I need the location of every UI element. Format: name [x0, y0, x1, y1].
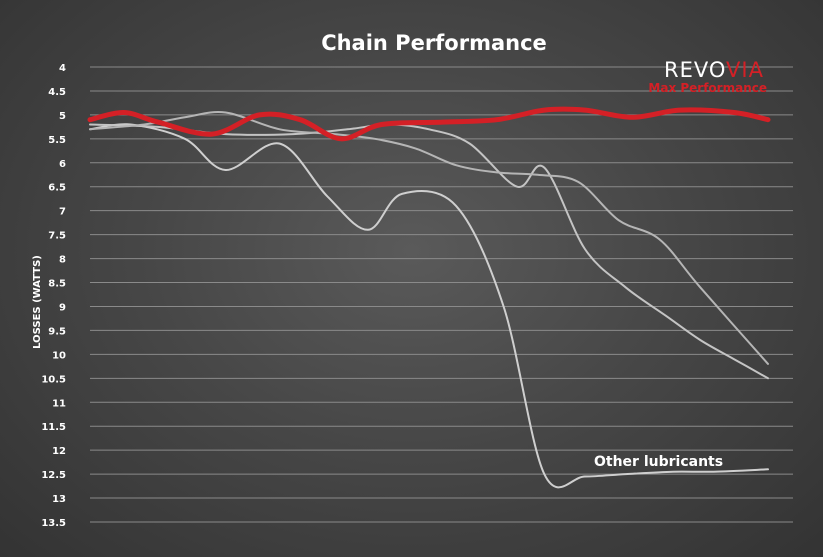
y-tick-label: 10.5 [41, 374, 66, 385]
brand-tagline: Max Performance [648, 81, 767, 95]
y-tick-label: 5 [59, 111, 66, 122]
y-tick-label: 4.5 [48, 87, 66, 98]
y-tick-label: 8 [59, 255, 66, 266]
y-tick-label: 12 [52, 446, 66, 457]
svg-text:REVOVIA: REVOVIA [664, 58, 764, 82]
y-tick-label: 12.5 [41, 470, 66, 481]
y-tick-label: 6 [59, 159, 66, 170]
series-line-other-3 [89, 111, 769, 365]
y-tick-label: 5.5 [48, 135, 66, 146]
y-tick-label: 13 [52, 494, 66, 505]
annotation-other-lubricants: Other lubricants [594, 454, 723, 470]
y-tick-label: 11.5 [41, 422, 66, 433]
brand-name-part2: VIA [726, 58, 764, 82]
grid-lines [90, 66, 793, 523]
y-axis-label: LOSSES (WATTS) [32, 255, 43, 349]
y-tick-label: 11 [52, 398, 66, 409]
y-tick-label: 7.5 [48, 231, 66, 242]
y-tick-label: 4 [59, 63, 66, 74]
y-tick-label: 6.5 [48, 183, 66, 194]
series-line-other-1 [89, 123, 769, 489]
y-tick-label: 9.5 [48, 326, 66, 337]
chart-title: Chain Performance [321, 31, 547, 55]
series-line-other-2 [89, 123, 769, 380]
y-tick-labels: 4 4.5 5 5.5 6 6.5 7 7.5 8 8.5 9 9.5 10 10.5 11 11.5 12 12… [41, 63, 66, 529]
y-tick-label: 13.5 [41, 518, 66, 529]
brand-name-part1: REVO [664, 58, 726, 82]
y-tick-label: 8.5 [48, 279, 66, 290]
y-tick-label: 7 [59, 207, 66, 218]
y-tick-label: 10 [52, 350, 66, 361]
brand-logo: REVOVIA Max Performance [648, 58, 767, 95]
y-tick-label: 9 [59, 302, 66, 313]
series-line-revovia [87, 106, 771, 142]
series-lines [87, 106, 771, 489]
